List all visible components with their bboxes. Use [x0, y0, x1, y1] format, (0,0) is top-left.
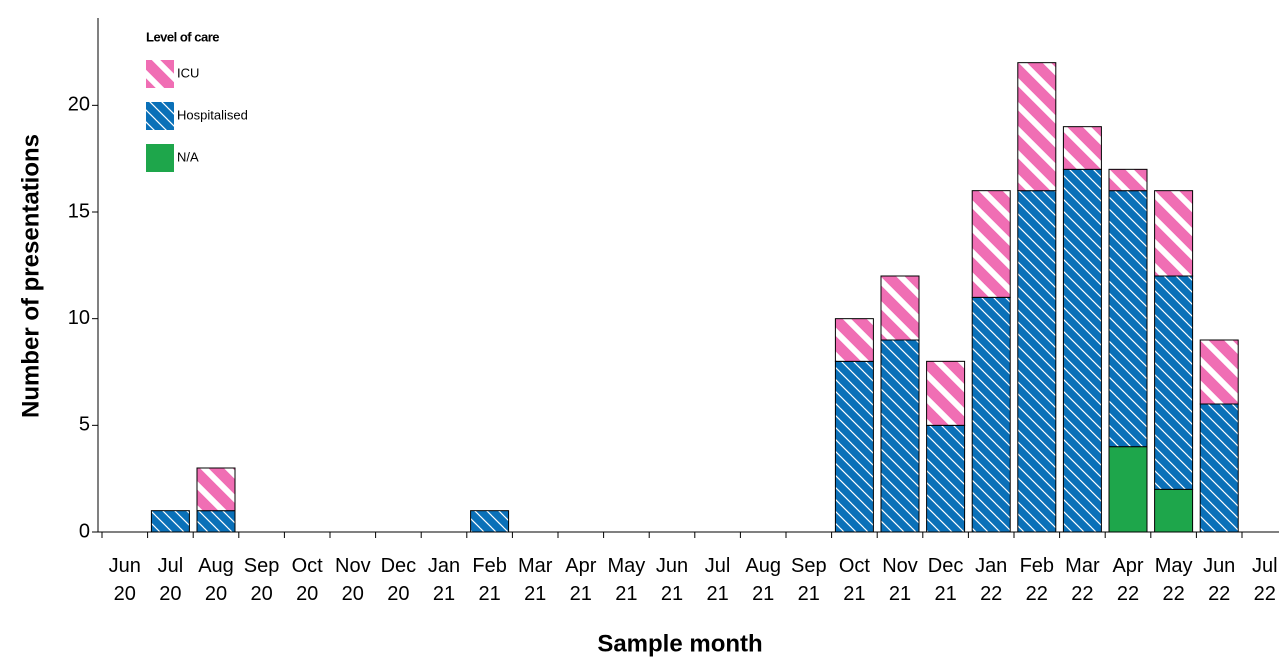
legend-title: Level of care	[146, 29, 219, 44]
x-tick-label: Mar 22	[1065, 555, 1100, 605]
bar-segment	[1199, 403, 1239, 533]
x-tick-label: Mar 21	[517, 555, 553, 605]
x-tick-label: Oct 21	[838, 555, 870, 605]
legend-label: N/A	[177, 149, 199, 164]
bar-segment	[150, 510, 190, 533]
x-tick-label: Jul 22	[1252, 555, 1278, 605]
x-tick-label: Apr 21	[565, 555, 597, 605]
x-tick-label: Jun 21	[655, 555, 689, 605]
x-tick-label: May 22	[1154, 555, 1193, 605]
bar-segment	[1017, 62, 1057, 192]
bar-segment	[196, 510, 236, 533]
x-tick-label: Nov 21	[882, 555, 918, 605]
bar-segment	[880, 275, 920, 341]
legend-label: ICU	[177, 65, 199, 80]
bar-segment	[926, 424, 966, 533]
x-tick-label: Feb 21	[472, 555, 507, 605]
x-tick-label: Dec 21	[927, 555, 964, 605]
bar-segment	[971, 190, 1011, 298]
y-tick-label: 15	[68, 200, 90, 222]
y-axis-title: Number of presentations	[17, 134, 44, 418]
bar-segment	[1154, 488, 1194, 533]
x-tick-label: Sep 21	[791, 555, 827, 605]
bar-segment	[1154, 275, 1194, 490]
x-tick-label: Aug 20	[198, 555, 234, 605]
bar-segment	[1199, 339, 1239, 405]
bar-segment	[1062, 168, 1102, 533]
x-axis-title: Sample month	[597, 630, 762, 657]
legend-label: Hospitalised	[177, 107, 248, 122]
bar-segment	[834, 318, 874, 362]
bar-segment	[1108, 446, 1148, 533]
y-tick-label: 0	[79, 520, 90, 542]
bar-segment	[470, 510, 510, 533]
x-tick-label: Jun 22	[1203, 555, 1236, 605]
y-tick-label: 10	[68, 307, 90, 329]
legend-swatch	[146, 144, 174, 172]
bar-segment	[1108, 190, 1148, 448]
x-tick-label: Jul 21	[704, 555, 731, 605]
bar-segment	[1017, 190, 1057, 533]
x-tick-label: Jan 21	[427, 555, 461, 605]
bar-segment	[880, 339, 920, 533]
bar-segment	[971, 296, 1011, 533]
x-tick-label: Jul 20	[157, 555, 184, 605]
x-tick-label: May 21	[607, 555, 646, 605]
bar-segment	[926, 360, 966, 426]
y-tick-label: 20	[68, 94, 90, 116]
x-tick-label: Aug 21	[745, 555, 781, 605]
x-tick-label: Nov 20	[335, 555, 371, 605]
x-tick-label: Oct 20	[291, 555, 323, 605]
x-tick-label: Sep 20	[243, 555, 280, 605]
x-tick-label: Jan 22	[975, 555, 1008, 605]
x-tick-label: Feb 22	[1019, 555, 1055, 605]
bar-segment	[1108, 168, 1148, 192]
y-tick-label: 5	[79, 414, 90, 436]
x-tick-label: Dec 20	[380, 555, 417, 605]
legend-swatch	[146, 102, 174, 130]
bar-segment	[1062, 126, 1102, 170]
bar-segment	[196, 467, 236, 512]
bar-segment	[1154, 190, 1194, 277]
x-tick-label: Jun 20	[108, 555, 141, 605]
legend-swatch	[146, 60, 174, 88]
x-tick-label: Apr 22	[1112, 555, 1144, 605]
bar-segment	[834, 360, 874, 533]
